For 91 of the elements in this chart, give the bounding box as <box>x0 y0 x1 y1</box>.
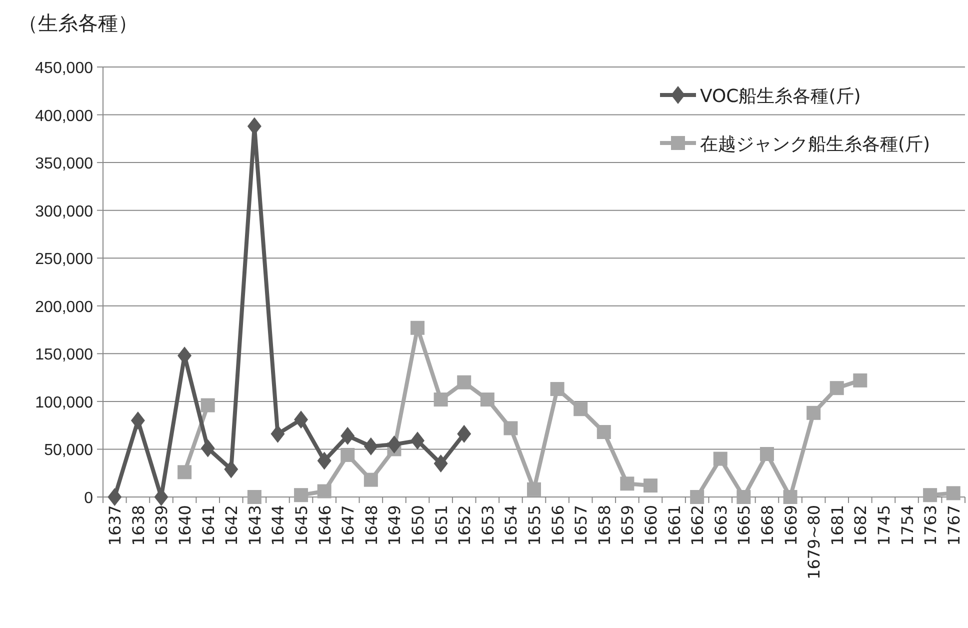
x-tick-label: 1639 <box>152 505 172 546</box>
point <box>200 398 215 412</box>
point <box>108 488 122 506</box>
x-tick-label: 1647 <box>338 505 358 546</box>
x-tick-label: 1648 <box>362 505 381 546</box>
point <box>830 381 844 396</box>
x-tick-label: 1659 <box>618 505 638 546</box>
point <box>783 490 798 504</box>
x-tick-label: 1679~80 <box>804 505 824 580</box>
point <box>434 392 448 407</box>
x-tick-label: 1643 <box>245 505 264 546</box>
point <box>457 375 472 390</box>
point <box>340 426 355 445</box>
x-tick-label: 1668 <box>758 505 777 546</box>
point <box>574 402 588 416</box>
x-tick-label: 1681 <box>828 505 847 546</box>
x-tick-label: 1662 <box>688 505 708 546</box>
point <box>294 488 308 502</box>
x-tick-label: 1645 <box>292 505 312 546</box>
x-tick-label: 1657 <box>572 505 591 546</box>
x-tick-label: 1646 <box>315 505 334 546</box>
point <box>853 373 868 388</box>
y-tick-label: 50,000 <box>44 442 94 460</box>
y-tick-label: 150,000 <box>35 346 94 364</box>
y-tick-label: 450,000 <box>35 60 94 77</box>
point <box>923 488 938 502</box>
point <box>317 484 332 498</box>
x-tick-label: 1745 <box>874 505 894 546</box>
x-tick-label: 1656 <box>548 505 568 546</box>
point <box>317 452 332 470</box>
legend-label: VOC船生糸各種(斤) <box>700 86 861 107</box>
point <box>434 454 448 473</box>
y-tick-label: 100,000 <box>35 394 94 412</box>
point <box>736 490 751 504</box>
y-tick-label: 400,000 <box>35 108 94 125</box>
point <box>130 412 145 430</box>
point <box>480 392 494 407</box>
x-tick-label: 1637 <box>106 505 125 546</box>
point <box>364 437 378 456</box>
point <box>504 421 518 436</box>
x-tick-label: 1653 <box>478 505 498 546</box>
y-tick-label: 300,000 <box>35 203 94 220</box>
x-tick-label: 1658 <box>594 505 614 546</box>
point <box>527 482 541 496</box>
x-tick-label: 1649 <box>385 505 404 546</box>
point <box>643 478 658 493</box>
point <box>806 406 821 420</box>
point <box>410 432 425 450</box>
point <box>596 425 611 440</box>
y-tick-label: 250,000 <box>35 251 94 268</box>
point <box>247 490 262 504</box>
point <box>620 476 634 491</box>
y-tick-label: 200,000 <box>35 298 94 316</box>
x-tick-label: 1655 <box>525 505 544 546</box>
x-tick-label: 1652 <box>455 505 474 546</box>
x-tick-label: 1644 <box>268 505 288 546</box>
x-tick-label: 1661 <box>664 505 684 546</box>
point <box>457 424 472 443</box>
point <box>713 452 728 466</box>
point <box>946 486 960 500</box>
x-tick-label: 1651 <box>432 505 451 546</box>
x-tick-label: 1669 <box>781 505 800 546</box>
point <box>224 460 238 478</box>
x-tick-label: 1663 <box>711 505 730 546</box>
point <box>178 465 192 480</box>
point <box>294 410 308 429</box>
point <box>690 490 704 504</box>
x-tick-label: 1754 <box>898 505 917 546</box>
x-tick-label: 1660 <box>641 505 660 546</box>
x-tick-label: 1654 <box>502 505 521 546</box>
x-tick-label: 1767 <box>944 505 964 546</box>
point <box>550 382 564 396</box>
x-tick-label: 1650 <box>408 505 428 546</box>
point <box>410 320 425 335</box>
x-tick-label: 1641 <box>198 505 218 546</box>
point <box>364 472 378 487</box>
point <box>200 439 215 458</box>
point <box>340 448 355 462</box>
point <box>387 435 402 454</box>
x-tick-label: 1665 <box>734 505 754 546</box>
x-tick-label: 1638 <box>128 505 148 546</box>
y-tick-label: 0 <box>84 490 94 507</box>
x-tick-label: 1640 <box>176 505 195 546</box>
point <box>760 447 774 461</box>
x-tick-label: 1642 <box>222 505 242 546</box>
point <box>270 424 285 443</box>
y-tick-label: 350,000 <box>35 156 94 173</box>
legend-label: 在越ジャンク船生糸各種(斤) <box>700 134 930 155</box>
x-tick-label: 1682 <box>851 505 870 546</box>
x-tick-label: 1763 <box>921 505 940 546</box>
chart-title: （生糸各種） <box>18 11 138 35</box>
